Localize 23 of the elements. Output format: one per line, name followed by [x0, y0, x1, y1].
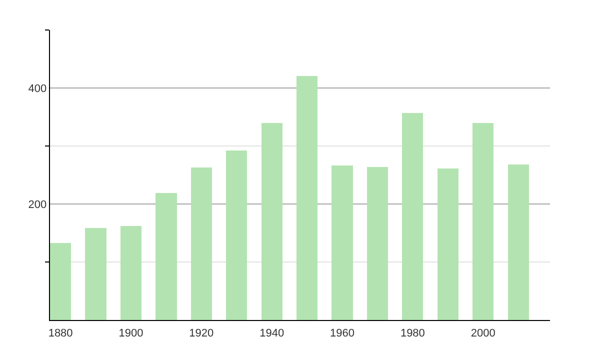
bar: [296, 76, 318, 320]
x-tick-label: 1920: [189, 327, 214, 340]
bar: [472, 122, 494, 320]
bar: [332, 166, 353, 320]
bar: [261, 122, 282, 320]
x-tick-label: 1880: [48, 327, 73, 340]
y-tick-label: 200: [28, 198, 47, 211]
bar: [50, 242, 72, 320]
bar: [120, 226, 142, 320]
x-tick-label: 1940: [260, 327, 284, 340]
bar: [156, 192, 177, 320]
bar: [366, 166, 388, 320]
x-tick-label: 2000: [470, 327, 496, 340]
bar: [85, 228, 106, 320]
x-tick-label: 1960: [330, 327, 354, 340]
x-tick-label: 1980: [400, 327, 425, 340]
y-tick-label: 400: [28, 82, 47, 95]
bar: [402, 112, 424, 320]
bar: [508, 164, 529, 320]
x-tick-label: 1900: [118, 327, 144, 340]
bar: [190, 167, 212, 320]
bar: [437, 168, 458, 320]
bar: [226, 150, 248, 320]
